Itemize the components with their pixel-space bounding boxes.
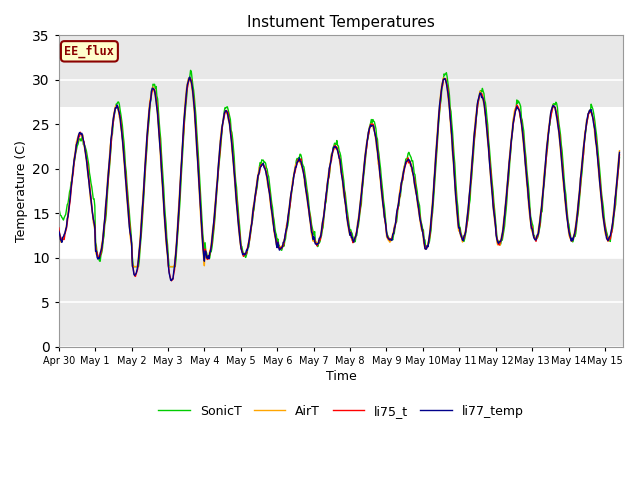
X-axis label: Time: Time bbox=[326, 370, 356, 383]
SonicT bbox=[130, 264, 138, 270]
SonicT bbox=[177, 186, 184, 192]
li77_temp bbox=[168, 277, 175, 283]
SonicT bbox=[55, 205, 63, 211]
SonicT bbox=[166, 264, 173, 270]
li75_t bbox=[168, 278, 175, 284]
li75_t bbox=[383, 233, 391, 239]
AirT bbox=[557, 148, 564, 154]
li75_t bbox=[616, 152, 623, 157]
li77_temp bbox=[186, 74, 194, 80]
AirT bbox=[484, 140, 492, 146]
li75_t bbox=[177, 178, 184, 184]
li75_t bbox=[557, 142, 564, 148]
SonicT bbox=[411, 172, 419, 178]
li77_temp bbox=[165, 270, 173, 276]
Title: Instument Temperatures: Instument Temperatures bbox=[247, 15, 435, 30]
Text: EE_flux: EE_flux bbox=[65, 45, 115, 58]
Legend: SonicT, AirT, li75_t, li77_temp: SonicT, AirT, li75_t, li77_temp bbox=[154, 400, 529, 423]
SonicT bbox=[484, 122, 492, 128]
AirT bbox=[186, 74, 194, 80]
AirT bbox=[55, 228, 63, 234]
li77_temp bbox=[616, 149, 623, 155]
li77_temp bbox=[55, 228, 63, 234]
AirT bbox=[177, 171, 184, 177]
SonicT bbox=[187, 68, 195, 73]
AirT bbox=[166, 264, 173, 270]
li75_t bbox=[484, 132, 492, 138]
AirT bbox=[616, 148, 623, 154]
Line: li77_temp: li77_temp bbox=[59, 77, 620, 280]
li75_t bbox=[55, 225, 63, 231]
AirT bbox=[129, 264, 136, 270]
AirT bbox=[383, 235, 391, 241]
SonicT bbox=[557, 132, 564, 138]
li75_t bbox=[186, 75, 194, 81]
li77_temp bbox=[484, 137, 492, 143]
li77_temp bbox=[383, 234, 391, 240]
li77_temp bbox=[557, 145, 564, 151]
li75_t bbox=[165, 269, 173, 275]
li77_temp bbox=[411, 184, 419, 190]
SonicT bbox=[383, 232, 391, 238]
li75_t bbox=[411, 180, 419, 185]
li77_temp bbox=[177, 174, 184, 180]
Line: SonicT: SonicT bbox=[59, 71, 620, 267]
Y-axis label: Temperature (C): Temperature (C) bbox=[15, 140, 28, 242]
Line: li75_t: li75_t bbox=[59, 78, 620, 281]
Bar bbox=[59, 107, 623, 258]
AirT bbox=[411, 185, 419, 191]
Line: AirT: AirT bbox=[59, 77, 620, 267]
SonicT bbox=[616, 155, 623, 160]
